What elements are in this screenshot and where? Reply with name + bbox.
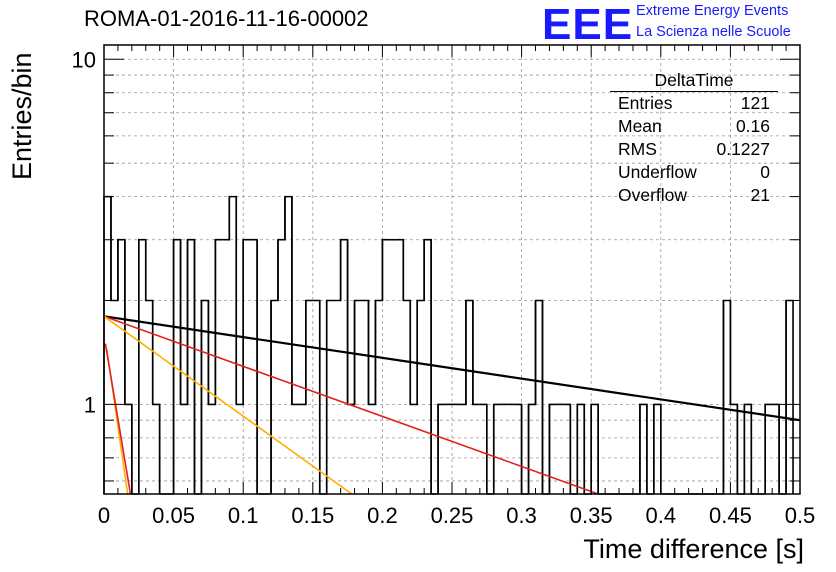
- fit-curve: [103, 315, 599, 495]
- stats-divider: [610, 91, 778, 92]
- y-axis-label: Entries/bin: [7, 52, 37, 180]
- stats-row: RMS 0.1227: [610, 138, 778, 161]
- histogram-bin: [256, 239, 265, 495]
- x-tick-label: 0.35: [570, 503, 613, 528]
- histogram-bars: [103, 195, 794, 495]
- stats-box-name: DeltaTime: [654, 70, 734, 90]
- stats-value: 121: [740, 93, 770, 113]
- histogram-bin: [207, 239, 217, 406]
- histogram-bin: [305, 299, 313, 405]
- histogram-bin: [764, 403, 773, 494]
- x-tick-label: 0.1: [228, 503, 259, 528]
- histogram-bin: [333, 239, 342, 302]
- stats-row: Entries 121: [610, 92, 778, 115]
- stats-label: Mean: [618, 116, 662, 136]
- histogram-bin: [270, 239, 279, 494]
- histogram-bin: [200, 299, 210, 494]
- histogram-bin: [361, 299, 370, 405]
- histogram-bin: [367, 300, 377, 406]
- y-tick-label: 1: [84, 392, 96, 417]
- y-tick-label: 10: [72, 47, 96, 72]
- histogram-bin: [716, 300, 725, 495]
- histogram-bin: [193, 239, 203, 495]
- stats-label: Entries: [618, 93, 673, 113]
- stats-row: Mean 0.16: [610, 115, 778, 138]
- histogram-bin: [381, 238, 390, 301]
- histogram-bin: [131, 239, 140, 495]
- histogram-bin: [527, 300, 537, 494]
- fit-curve: [103, 315, 801, 422]
- x-tick-label: 0.2: [367, 503, 398, 528]
- stats-label: Overflow: [618, 185, 688, 205]
- stats-row: Overflow 21: [610, 184, 778, 207]
- histogram-bin: [312, 299, 321, 494]
- stats-value: 0: [760, 162, 770, 182]
- stats-label: Underflow: [618, 162, 697, 182]
- histogram-bin: [353, 299, 362, 405]
- histogram-bin: [396, 238, 405, 301]
- histogram-bin: [138, 238, 147, 494]
- org-subtitle: La Scienza nelle Scuole: [636, 24, 791, 40]
- axis-tick-labels: 0 0.05 0.1 0.15 0.2 0.25 0.3 0.35 0.4 0.45 0.5 1 10: [72, 47, 816, 528]
- histogram-bin: [277, 196, 286, 301]
- x-tick-label: 0.25: [431, 503, 474, 528]
- histogram-bin: [166, 239, 175, 495]
- org-name: Extreme Energy Events: [636, 3, 789, 19]
- histogram-bin: [402, 239, 412, 405]
- x-tick-label: 0: [98, 503, 110, 528]
- x-tick-label: 0.3: [506, 503, 537, 528]
- histogram-bin: [785, 299, 794, 494]
- histogram-bin: [214, 238, 223, 405]
- x-tick-label: 0.45: [709, 503, 752, 528]
- histogram-bin: [729, 300, 739, 494]
- histogram-bin: [541, 300, 551, 495]
- histogram-bin: [409, 300, 418, 406]
- histogram-bin: [465, 299, 474, 405]
- x-tick-label: 0.15: [291, 503, 334, 528]
- histogram-bin: [374, 239, 384, 405]
- histogram-bin: [492, 403, 501, 494]
- x-tick-label: 0.5: [785, 503, 816, 528]
- histogram-bin: [151, 300, 161, 494]
- histogram-bin: [458, 300, 467, 406]
- x-tick-label: 0.05: [152, 503, 195, 528]
- histogram-bin: [124, 239, 133, 494]
- histogram-title: ROMA-01-2016-11-16-00002: [84, 6, 369, 31]
- stats-value: 21: [750, 185, 770, 205]
- histogram-bin: [264, 300, 272, 495]
- histogram-bin: [242, 238, 251, 405]
- histogram-bin: [250, 238, 258, 494]
- fit-curves: [103, 315, 801, 495]
- fit-curve: [103, 315, 353, 495]
- histogram-bin: [534, 299, 544, 494]
- histogram-bin: [325, 299, 334, 494]
- histogram-bin: [179, 239, 189, 406]
- axis-ticks: [103, 45, 801, 494]
- histogram-bin: [318, 300, 328, 495]
- histogram-bin: [291, 196, 299, 406]
- histogram-bin: [186, 238, 196, 494]
- histogram-bin: [778, 300, 787, 495]
- histogram-bin: [423, 238, 432, 494]
- histogram-bin: [722, 299, 732, 494]
- histogram-bin: [339, 238, 349, 405]
- stats-value: 0.1227: [716, 139, 770, 159]
- histogram-bin: [472, 300, 480, 406]
- stats-box: DeltaTime Entries 121 Mean 0.16 RMS 0.12…: [610, 69, 778, 207]
- histogram-bin: [222, 196, 231, 241]
- eee-logo: EEE: [542, 0, 634, 49]
- x-tick-label: 0.4: [646, 503, 677, 528]
- histogram-bin: [437, 403, 446, 494]
- fit-curve: [104, 343, 132, 495]
- stats-value: 0.16: [735, 116, 770, 136]
- histogram-bin: [346, 239, 356, 406]
- histogram-bin: [110, 196, 119, 302]
- histogram-bin: [548, 403, 557, 494]
- stats-label: RMS: [618, 139, 657, 159]
- stats-row: Underflow 0: [610, 161, 778, 184]
- x-axis-label: Time difference [s]: [583, 534, 804, 564]
- histogram-bin: [416, 239, 425, 405]
